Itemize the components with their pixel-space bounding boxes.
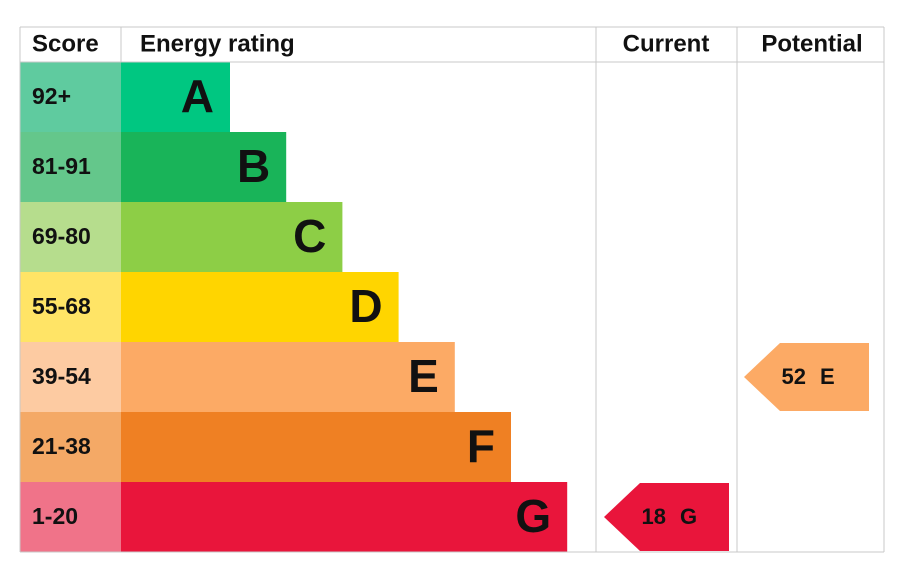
potential-letter: E [820, 364, 835, 389]
rating-letter: B [237, 140, 270, 192]
rating-letter: E [408, 350, 439, 402]
rating-bar [121, 132, 287, 202]
score-cell [20, 342, 121, 412]
rating-letter: A [181, 70, 214, 122]
current-arrow [604, 483, 729, 551]
score-label: 81-91 [32, 153, 91, 179]
column-header: Potential [761, 30, 862, 57]
rating-bar [121, 202, 343, 272]
score-label: 55-68 [32, 293, 91, 319]
score-label: 92+ [32, 83, 71, 109]
rating-bar [121, 482, 568, 552]
column-header: Score [32, 30, 99, 57]
column-header: Energy rating [140, 30, 295, 57]
rating-letter: F [467, 420, 495, 472]
rating-bar [121, 272, 399, 342]
rating-letter: C [293, 210, 326, 262]
potential-value: 52 [782, 364, 806, 389]
score-cell [20, 132, 121, 202]
rating-letter: D [349, 280, 382, 332]
current-letter: G [680, 504, 697, 529]
rating-bar [121, 412, 511, 482]
score-label: 39-54 [32, 363, 91, 389]
score-label: 1-20 [32, 503, 78, 529]
column-header: Current [623, 30, 710, 57]
score-cell [20, 482, 121, 552]
score-cell [20, 62, 121, 132]
rating-bar [121, 342, 455, 412]
current-value: 18 [642, 504, 666, 529]
rating-bar [121, 62, 230, 132]
score-label: 21-38 [32, 433, 91, 459]
score-cell [20, 412, 121, 482]
rating-letter: G [515, 490, 551, 542]
score-cell [20, 272, 121, 342]
potential-arrow [744, 343, 869, 411]
score-label: 69-80 [32, 223, 91, 249]
score-cell [20, 202, 121, 272]
